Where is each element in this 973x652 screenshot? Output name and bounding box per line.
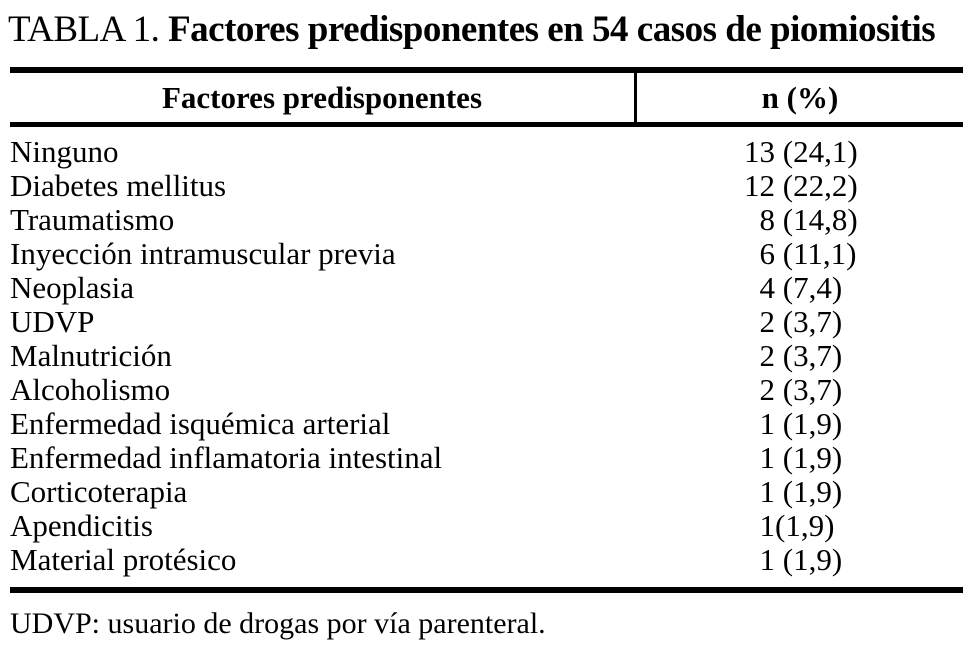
value-cell: 1 (1,9) [713, 509, 963, 543]
percent-value: (3,7) [775, 304, 843, 339]
table-row: Ninguno 13 (24,1) [10, 135, 963, 169]
percent-value: (1,9) [775, 542, 843, 577]
percent-value: (1,9) [775, 474, 843, 509]
percent-value: (7,4) [775, 270, 843, 305]
table-row: Diabetes mellitus 12 (22,2) [10, 169, 963, 203]
table-caption: TABLA 1. Factores predisponentes en 54 c… [8, 6, 973, 54]
factor-cell: Corticoterapia [10, 475, 188, 509]
value-cell: 8 (14,8) [713, 203, 963, 237]
table-row: Inyección intramuscular previa 6 (11,1) [10, 237, 963, 271]
table-row: Corticoterapia 1 (1,9) [10, 475, 963, 509]
value-cell: 2 (3,7) [713, 373, 963, 407]
predisposing-factors-table: Factores predisponentes n (%) Ninguno 13… [10, 67, 963, 593]
factor-cell: Malnutrición [10, 339, 172, 373]
percent-value: (11,1) [775, 236, 857, 271]
value-cell: 4 (7,4) [713, 271, 963, 305]
percent-value: (14,8) [775, 202, 858, 237]
table-row: Alcoholismo 2 (3,7) [10, 373, 963, 407]
count-value: 1 [759, 542, 776, 577]
percent-value: (1,9) [775, 508, 835, 543]
table-row: Malnutrición 2 (3,7) [10, 339, 963, 373]
table-number-label: TABLA 1. [8, 9, 160, 50]
count-value: 1 [759, 474, 776, 509]
count-value: 8 [759, 202, 776, 237]
value-cell: 2 (3,7) [713, 339, 963, 373]
count-value: 2 [759, 338, 776, 373]
table-row: Apendicitis 1 (1,9) [10, 509, 963, 543]
count-value: 4 [759, 270, 776, 305]
value-cell: 6 (11,1) [713, 237, 963, 271]
count-value: 12 [744, 168, 775, 203]
percent-value: (3,7) [775, 338, 843, 373]
factor-cell: Traumatismo [10, 203, 175, 237]
count-value: 1 [759, 440, 776, 475]
count-value: 2 [759, 372, 776, 407]
factor-cell: Material protésico [10, 543, 237, 577]
table-row: Enfermedad isquémica arterial 1 (1,9) [10, 407, 963, 441]
value-cell: 13 (24,1) [713, 135, 963, 169]
factor-cell: Alcoholismo [10, 373, 171, 407]
factor-cell: Diabetes mellitus [10, 169, 227, 203]
factor-cell: Apendicitis [10, 509, 153, 543]
value-cell: 1 (1,9) [713, 407, 963, 441]
table-title: Factores predisponentes en 54 casos de p… [168, 9, 936, 50]
value-cell: 12 (22,2) [713, 169, 963, 203]
count-value: 2 [759, 304, 776, 339]
percent-value: (1,9) [775, 440, 843, 475]
header-cell-n-percent: n (%) [634, 73, 963, 122]
table-row: Neoplasia 4 (7,4) [10, 271, 963, 305]
value-cell: 1 (1,9) [713, 543, 963, 577]
factor-cell: Inyección intramuscular previa [10, 237, 396, 271]
value-cell: 1 (1,9) [713, 475, 963, 509]
value-cell: 2 (3,7) [713, 305, 963, 339]
count-value: 13 [744, 134, 775, 169]
count-value: 1 [759, 406, 776, 441]
factor-cell: UDVP [10, 305, 95, 339]
percent-value: (1,9) [775, 406, 843, 441]
value-cell: 1 (1,9) [713, 441, 963, 475]
count-value: 1 [759, 508, 776, 543]
table-body: Ninguno 13 (24,1) Diabetes mellitus 12 (… [10, 127, 963, 593]
table-footnote: UDVP: usuario de drogas por vía parenter… [10, 607, 546, 640]
factor-cell: Ninguno [10, 135, 119, 169]
count-value: 6 [759, 236, 776, 271]
percent-value: (22,2) [775, 168, 858, 203]
factor-cell: Enfermedad inflamatoria intestinal [10, 441, 443, 475]
header-cell-factors: Factores predisponentes [161, 79, 483, 115]
paper-table-figure: TABLA 1. Factores predisponentes en 54 c… [0, 6, 973, 652]
table-row: Material protésico 1 (1,9) [10, 543, 963, 577]
percent-value: (24,1) [775, 134, 858, 169]
percent-value: (3,7) [775, 372, 843, 407]
factor-cell: Enfermedad isquémica arterial [10, 407, 391, 441]
table-row: Enfermedad inflamatoria intestinal 1 (1,… [10, 441, 963, 475]
factor-cell: Neoplasia [10, 271, 134, 305]
table-row: Traumatismo 8 (14,8) [10, 203, 963, 237]
table-row: UDVP 2 (3,7) [10, 305, 963, 339]
table-header-row: Factores predisponentes n (%) [10, 67, 963, 127]
